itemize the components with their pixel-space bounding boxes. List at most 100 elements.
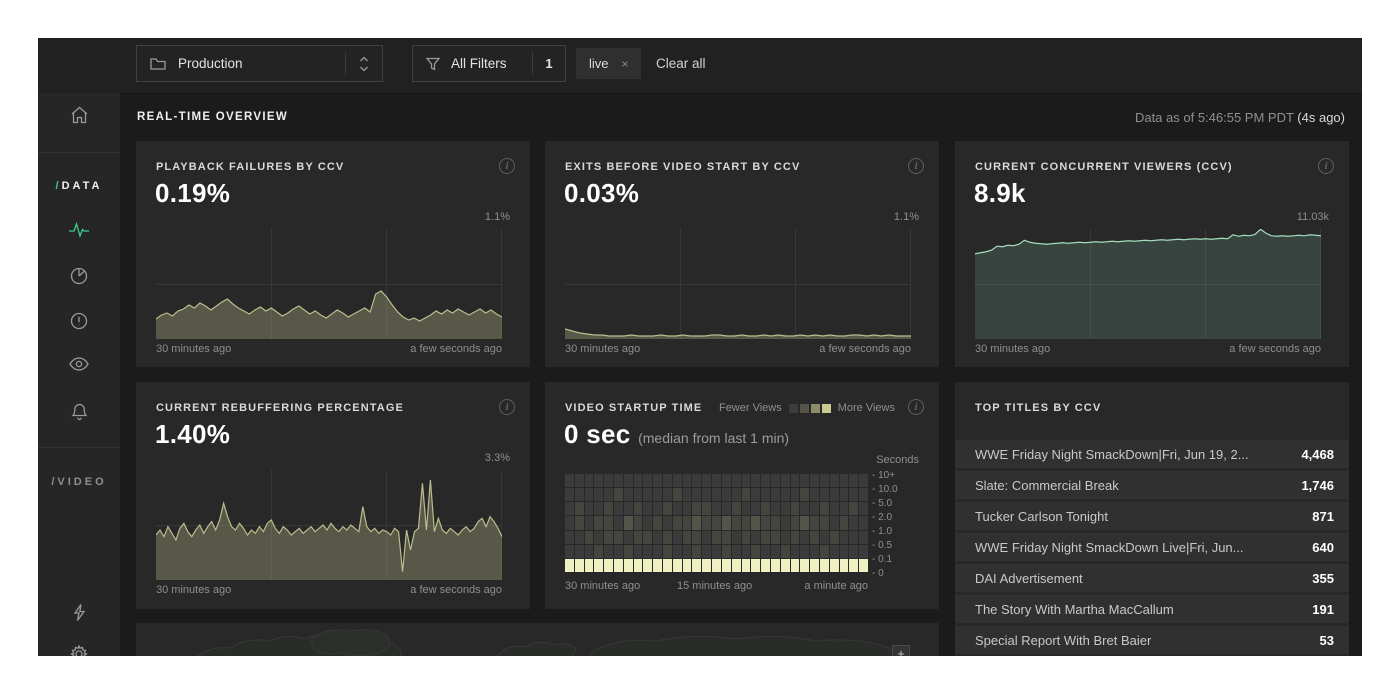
heatmap-cell: [731, 474, 741, 488]
heatmap-cell: [565, 502, 574, 516]
heatmap-cell: [633, 502, 643, 516]
info-icon[interactable]: i: [1318, 158, 1334, 174]
heatmap-cell: [741, 488, 751, 502]
sidebar-item-alerts[interactable]: [38, 312, 120, 330]
heatmap-cell: [604, 474, 614, 488]
heatmap-cell: [790, 488, 800, 502]
heatmap-cell: [839, 474, 849, 488]
title-ccv-value: 1,746: [1301, 477, 1334, 493]
title-name: Slate: Commercial Break: [975, 477, 1119, 493]
info-icon[interactable]: i: [908, 158, 924, 174]
heatmap-cell: [614, 516, 623, 530]
heatmap-cell: [761, 516, 770, 530]
world-map[interactable]: [136, 623, 939, 656]
info-icon[interactable]: i: [499, 158, 515, 174]
heatmap-cell: [692, 474, 702, 488]
heatmap-cell: [829, 516, 839, 530]
heatmap-cell: [761, 530, 770, 544]
heatmap-cell: [800, 502, 810, 516]
startup-time-heatmap[interactable]: [565, 474, 868, 572]
remove-filter-icon[interactable]: ×: [621, 56, 629, 71]
filter-chip-label: live: [589, 56, 609, 71]
all-filters-button[interactable]: All Filters 1: [412, 45, 566, 82]
heatmap-cell: [702, 502, 712, 516]
heatmap-cell: [849, 516, 859, 530]
chevron-updown-icon: [346, 55, 382, 73]
heatmap-cell: [623, 474, 633, 488]
top-title-row[interactable]: WWE Friday Night SmackDown|Fri, Jun 19, …: [955, 440, 1349, 468]
sidebar-item-realtime[interactable]: [38, 221, 120, 239]
data-as-of-text: Data as of 5:46:55 PM PDT: [1134, 110, 1298, 125]
heatmap-cell: [565, 558, 574, 572]
top-title-row[interactable]: WWE Friday Night SmackDown Live|Fri, Jun…: [955, 533, 1349, 561]
heatmap-cell: [672, 516, 682, 530]
metric-value: 1.40%: [155, 419, 231, 449]
sidebar: /DATA /VIDEO: [38, 93, 120, 656]
sparkline-chart[interactable]: [156, 470, 502, 580]
heatmap-cell: [770, 558, 780, 572]
top-title-row[interactable]: Tucker Carlson Tonight 871: [955, 502, 1349, 530]
heatmap-cell: [819, 516, 829, 530]
clear-all-button[interactable]: Clear all: [656, 56, 706, 71]
dashboard-app: Production All Filters 1 live × Clear al…: [38, 38, 1362, 656]
heatmap-cell: [623, 558, 633, 572]
sidebar-item-notifications[interactable]: [38, 403, 120, 421]
sidebar-item-usage[interactable]: [38, 267, 120, 285]
heatmap-cell: [682, 530, 692, 544]
heatmap-cell: [565, 474, 574, 488]
heatmap-cell: [702, 488, 712, 502]
heatmap-cell: [761, 488, 770, 502]
sidebar-item-settings[interactable]: [38, 645, 120, 656]
heatmap-cell: [643, 558, 653, 572]
metric-value-suffix: (median from last 1 min): [638, 430, 790, 446]
title-ccv-value: 871: [1312, 508, 1334, 524]
heatmap-cell: [741, 502, 751, 516]
heatmap-cell: [692, 502, 702, 516]
heatmap-cell: [810, 530, 819, 544]
heatmap-tick: - 10+: [872, 470, 896, 481]
x-label-right: a few seconds ago: [410, 584, 502, 596]
heatmap-cell: [859, 516, 868, 530]
heatmap-cell: [741, 558, 751, 572]
heatmap-cell: [702, 544, 712, 558]
environment-select[interactable]: Production: [136, 45, 383, 82]
info-icon[interactable]: i: [499, 399, 515, 415]
heatmap-cell: [614, 488, 623, 502]
heatmap-cell: [761, 474, 770, 488]
sidebar-item-home[interactable]: [38, 106, 120, 124]
heatmap-cell: [839, 488, 849, 502]
heatmap-cell: [663, 558, 672, 572]
heatmap-cell: [594, 474, 604, 488]
heatmap-cell: [859, 474, 868, 488]
top-title-row[interactable]: Special Report With Bret Baier 53: [955, 626, 1349, 654]
title-ccv-value: 4,468: [1301, 446, 1334, 462]
top-title-row[interactable]: DAI Advertisement 355: [955, 564, 1349, 592]
sidebar-item-events[interactable]: [38, 603, 120, 622]
sparkline-chart[interactable]: [565, 229, 911, 339]
heatmap-cell: [819, 474, 829, 488]
video-slash: /: [51, 476, 58, 488]
title-name: Special Report With Bret Baier: [975, 632, 1152, 648]
heatmap-cell: [663, 530, 672, 544]
heatmap-cell: [780, 558, 790, 572]
metric-value: 8.9k: [974, 178, 1026, 208]
top-title-row[interactable]: The Story With Martha MacCallum 191: [955, 595, 1349, 623]
info-icon[interactable]: i: [908, 399, 924, 415]
heatmap-cell: [663, 474, 672, 488]
card-rebuffering: CURRENT REBUFFERING PERCENTAGE i 1.40% 3…: [136, 382, 530, 609]
heatmap-cell: [810, 558, 819, 572]
heatmap-cell: [574, 474, 584, 488]
heatmap-cell: [859, 558, 868, 572]
sidebar-section-data: /DATA: [38, 180, 120, 192]
heatmap-cell: [721, 544, 731, 558]
map-zoom-in-button[interactable]: +: [892, 645, 910, 656]
top-title-row[interactable]: Slate: Commercial Break 1,746: [955, 471, 1349, 499]
heatmap-tick: - 10.0: [872, 484, 898, 495]
sparkline-chart[interactable]: [975, 229, 1321, 339]
heatmap-cell: [790, 516, 800, 530]
sidebar-item-views[interactable]: [38, 357, 120, 371]
sparkline-chart[interactable]: [156, 229, 502, 339]
heatmap-cell: [623, 502, 633, 516]
heatmap-cell: [712, 558, 721, 572]
filter-chip-live[interactable]: live ×: [576, 48, 641, 79]
